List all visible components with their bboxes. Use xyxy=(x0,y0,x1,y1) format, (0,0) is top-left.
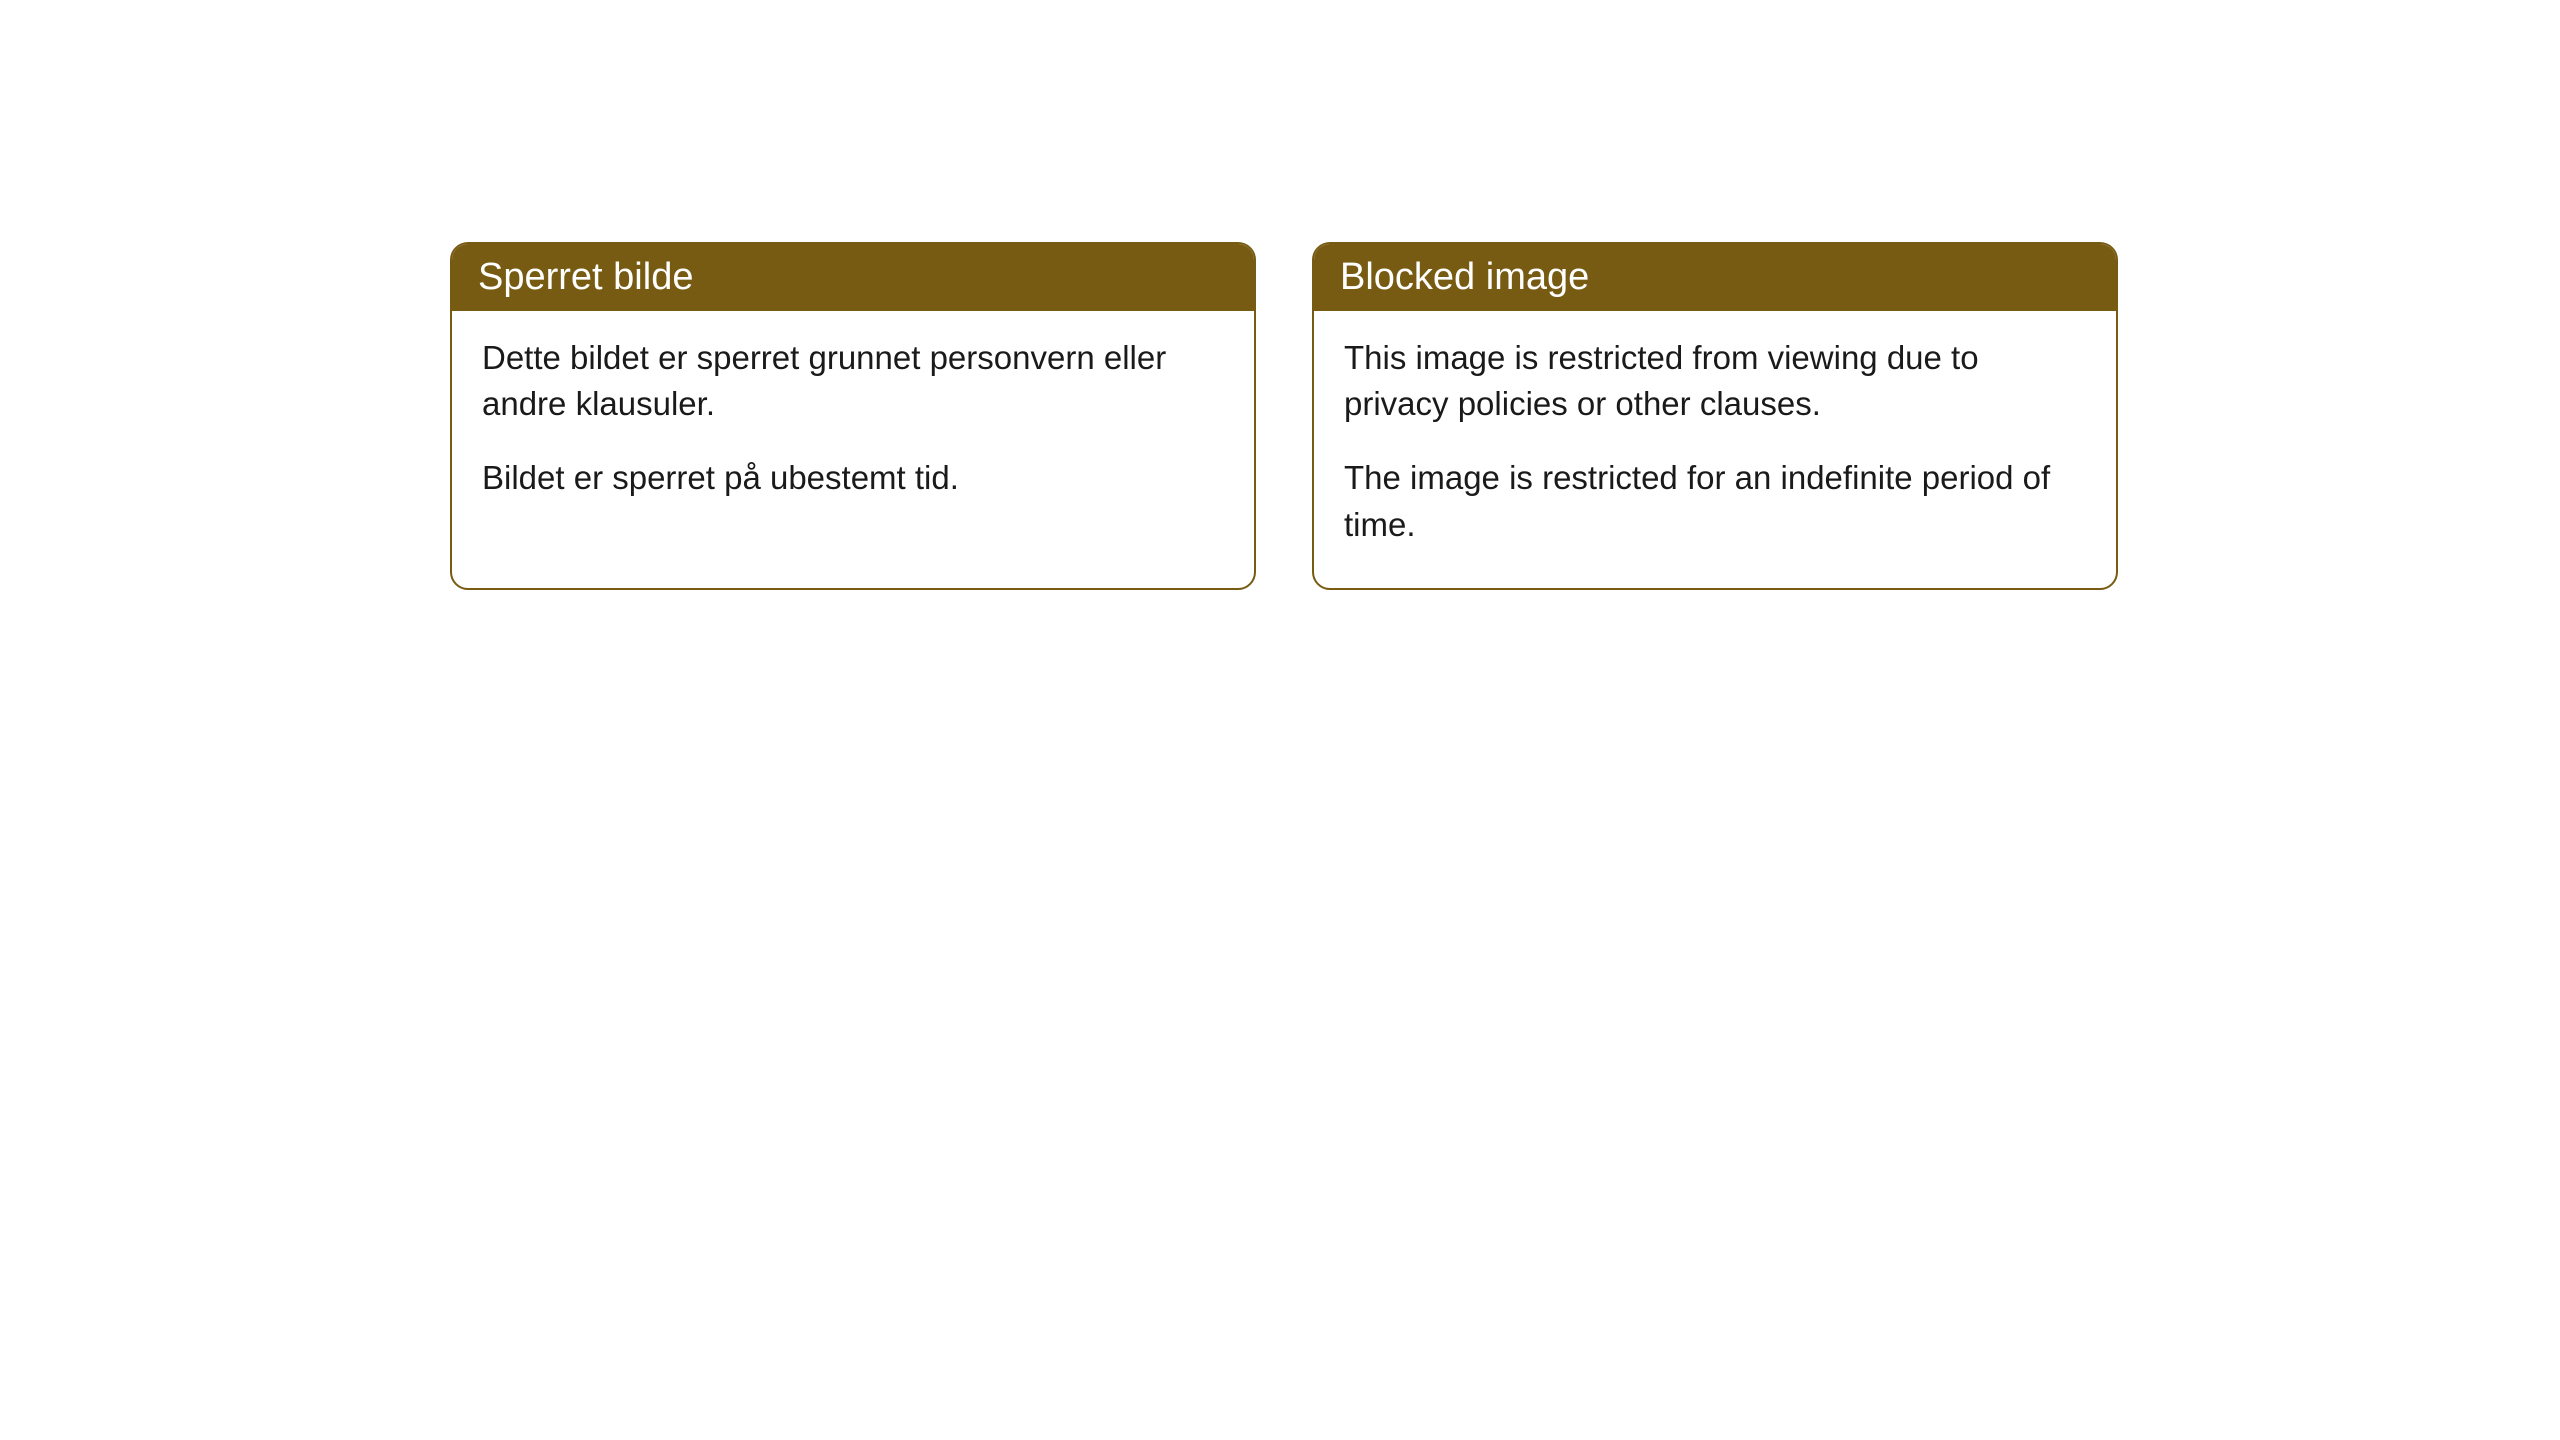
card-paragraph: Bildet er sperret på ubestemt tid. xyxy=(482,455,1224,501)
card-paragraph: Dette bildet er sperret grunnet personve… xyxy=(482,335,1224,427)
card-header-english: Blocked image xyxy=(1314,244,2116,311)
card-paragraph: The image is restricted for an indefinit… xyxy=(1344,455,2086,547)
card-title: Sperret bilde xyxy=(478,256,693,298)
card-body-english: This image is restricted from viewing du… xyxy=(1314,311,2116,588)
card-header-norwegian: Sperret bilde xyxy=(452,244,1254,311)
notice-cards-container: Sperret bilde Dette bildet er sperret gr… xyxy=(450,242,2560,590)
notice-card-norwegian: Sperret bilde Dette bildet er sperret gr… xyxy=(450,242,1256,590)
card-title: Blocked image xyxy=(1340,256,1589,298)
notice-card-english: Blocked image This image is restricted f… xyxy=(1312,242,2118,590)
card-body-norwegian: Dette bildet er sperret grunnet personve… xyxy=(452,311,1254,542)
card-paragraph: This image is restricted from viewing du… xyxy=(1344,335,2086,427)
